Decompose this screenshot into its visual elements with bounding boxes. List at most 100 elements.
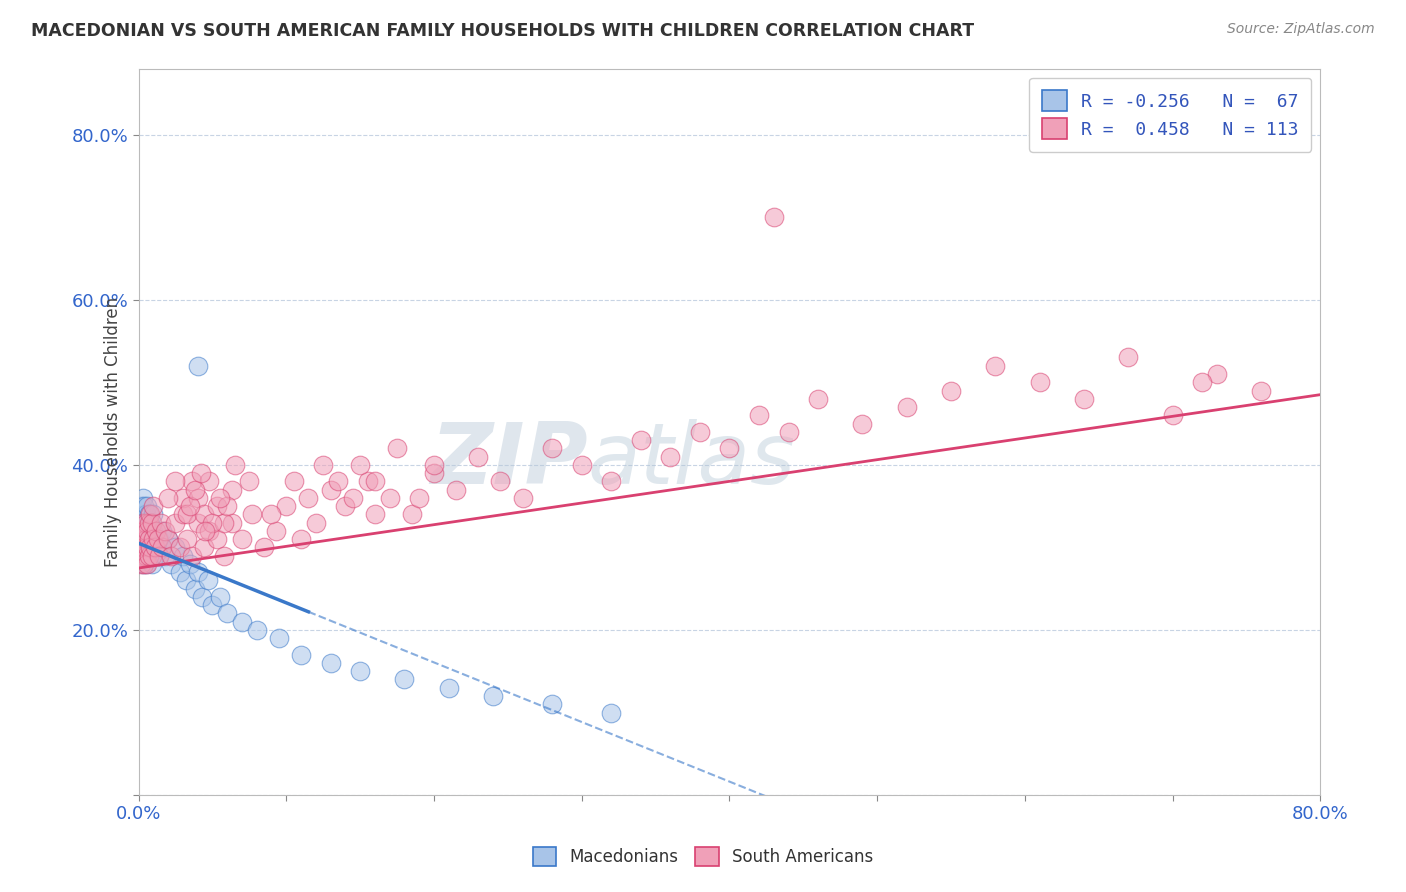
Point — [157, 532, 180, 546]
Point — [896, 400, 918, 414]
Point — [132, 557, 155, 571]
Point — [141, 549, 163, 563]
Point — [541, 698, 564, 712]
Point — [138, 541, 160, 555]
Point — [135, 532, 157, 546]
Y-axis label: Family Households with Children: Family Households with Children — [104, 297, 122, 566]
Point — [136, 516, 159, 530]
Point — [134, 557, 156, 571]
Point — [201, 516, 224, 530]
Point — [283, 475, 305, 489]
Point — [290, 532, 312, 546]
Point — [364, 475, 387, 489]
Point — [482, 689, 505, 703]
Point — [132, 491, 155, 505]
Point — [231, 615, 253, 629]
Point — [748, 409, 770, 423]
Point — [157, 491, 180, 505]
Point — [148, 549, 170, 563]
Point — [143, 532, 166, 546]
Point — [180, 549, 202, 563]
Point — [571, 458, 593, 472]
Point — [408, 491, 430, 505]
Point — [146, 549, 169, 563]
Point — [150, 524, 173, 538]
Point — [807, 392, 830, 406]
Point — [221, 516, 243, 530]
Point — [141, 557, 163, 571]
Point — [138, 549, 160, 563]
Point — [183, 582, 205, 596]
Point — [176, 508, 198, 522]
Point — [385, 442, 408, 456]
Point — [172, 491, 194, 505]
Point — [136, 541, 159, 555]
Point — [143, 541, 166, 555]
Point — [183, 483, 205, 497]
Point — [984, 359, 1007, 373]
Point — [131, 557, 153, 571]
Point — [423, 458, 446, 472]
Point — [489, 475, 512, 489]
Point — [138, 524, 160, 538]
Point — [135, 549, 157, 563]
Point — [149, 516, 172, 530]
Point — [138, 508, 160, 522]
Text: ZIP: ZIP — [430, 419, 588, 502]
Point — [231, 532, 253, 546]
Point — [246, 623, 269, 637]
Point — [201, 598, 224, 612]
Point — [153, 524, 176, 538]
Point — [630, 433, 652, 447]
Point — [217, 499, 239, 513]
Point — [172, 549, 194, 563]
Point — [136, 557, 159, 571]
Point — [335, 499, 357, 513]
Point — [150, 541, 173, 555]
Point — [762, 210, 785, 224]
Point — [1161, 409, 1184, 423]
Point — [205, 532, 228, 546]
Point — [132, 516, 155, 530]
Point — [193, 541, 215, 555]
Point — [187, 491, 209, 505]
Point — [1191, 376, 1213, 390]
Point — [198, 524, 221, 538]
Point — [205, 499, 228, 513]
Point — [138, 532, 160, 546]
Point — [153, 549, 176, 563]
Point — [135, 524, 157, 538]
Point — [160, 549, 183, 563]
Point — [136, 532, 159, 546]
Point — [142, 499, 165, 513]
Point — [132, 532, 155, 546]
Point — [851, 417, 873, 431]
Point — [401, 508, 423, 522]
Point — [718, 442, 741, 456]
Point — [467, 450, 489, 464]
Point — [136, 499, 159, 513]
Point — [187, 359, 209, 373]
Point — [1073, 392, 1095, 406]
Point — [290, 648, 312, 662]
Point — [134, 541, 156, 555]
Point — [190, 466, 212, 480]
Point — [349, 458, 371, 472]
Point — [145, 541, 167, 555]
Point — [132, 541, 155, 555]
Point — [349, 664, 371, 678]
Point — [689, 425, 711, 439]
Point — [134, 499, 156, 513]
Point — [939, 384, 962, 398]
Point — [148, 532, 170, 546]
Point — [187, 565, 209, 579]
Point — [134, 524, 156, 538]
Point — [221, 483, 243, 497]
Point — [659, 450, 682, 464]
Text: atlas: atlas — [588, 419, 796, 502]
Point — [208, 491, 231, 505]
Point — [541, 442, 564, 456]
Point — [179, 499, 201, 513]
Point — [394, 673, 416, 687]
Point — [145, 524, 167, 538]
